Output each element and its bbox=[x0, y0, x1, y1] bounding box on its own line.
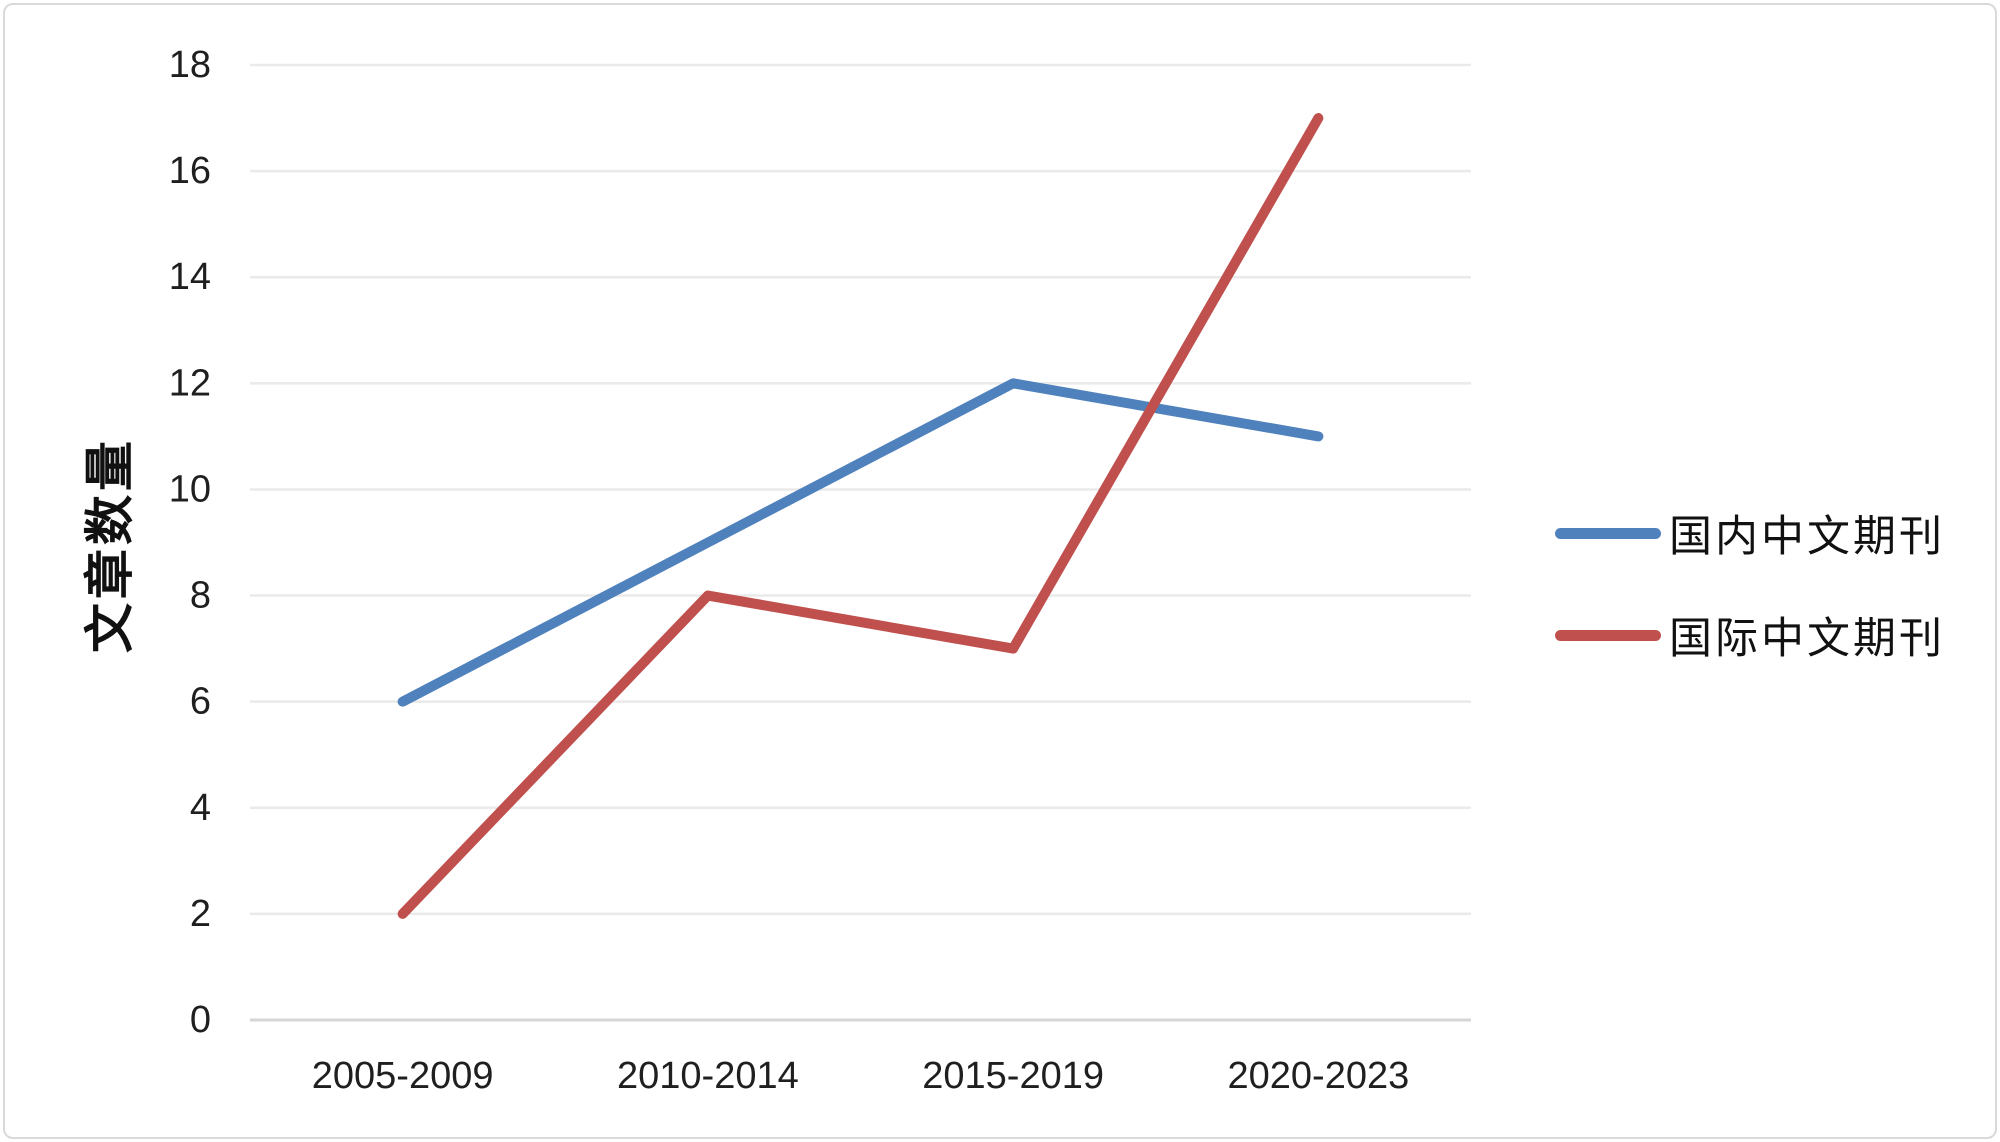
y-axis-title: 文章数量 bbox=[82, 437, 138, 653]
legend-line-swatch-red bbox=[1555, 629, 1661, 641]
legend-item-international-journals: 国际中文期刊 bbox=[1555, 604, 1945, 666]
legend-item-domestic-journals: 国内中文期刊 bbox=[1555, 502, 1945, 564]
chart-frame: 0 2 4 6 8 10 12 14 16 18 2005-2009 2010-2014 2015-20… bbox=[3, 3, 1997, 1139]
series-line-0 bbox=[397, 378, 1324, 707]
y-axis-tick-label: 0 bbox=[190, 999, 211, 1041]
legend-line-swatch-blue bbox=[1555, 527, 1661, 539]
legend-label: 国内中文期刊 bbox=[1669, 514, 1945, 561]
y-axis-tick-label: 6 bbox=[190, 681, 211, 723]
x-axis-tick-label: 2020-2023 bbox=[1228, 1055, 1410, 1097]
y-axis-tick-label: 10 bbox=[169, 468, 211, 510]
y-axis-tick-label: 12 bbox=[169, 362, 211, 404]
x-axis-tick-label: 2005-2009 bbox=[312, 1055, 494, 1097]
chart-legend: 国内中文期刊 国际中文期刊 bbox=[1555, 502, 1945, 666]
y-axis-tick-label: 2 bbox=[190, 893, 211, 935]
legend-label: 国际中文期刊 bbox=[1669, 616, 1945, 663]
series-line-1 bbox=[397, 113, 1324, 919]
line-chart-plot-area: 0 2 4 6 8 10 12 14 16 18 2005-2009 2010-2014 2015-20… bbox=[169, 44, 1471, 1097]
y-axis-tick-label: 16 bbox=[169, 150, 211, 192]
x-axis-tick-label: 2010-2014 bbox=[617, 1055, 799, 1097]
y-axis-tick-label: 14 bbox=[169, 256, 211, 298]
x-axis-tick-label: 2015-2019 bbox=[922, 1055, 1104, 1097]
y-axis-tick-label: 8 bbox=[190, 575, 211, 617]
y-axis-tick-label: 4 bbox=[190, 787, 211, 829]
y-axis-tick-label: 18 bbox=[169, 44, 211, 86]
